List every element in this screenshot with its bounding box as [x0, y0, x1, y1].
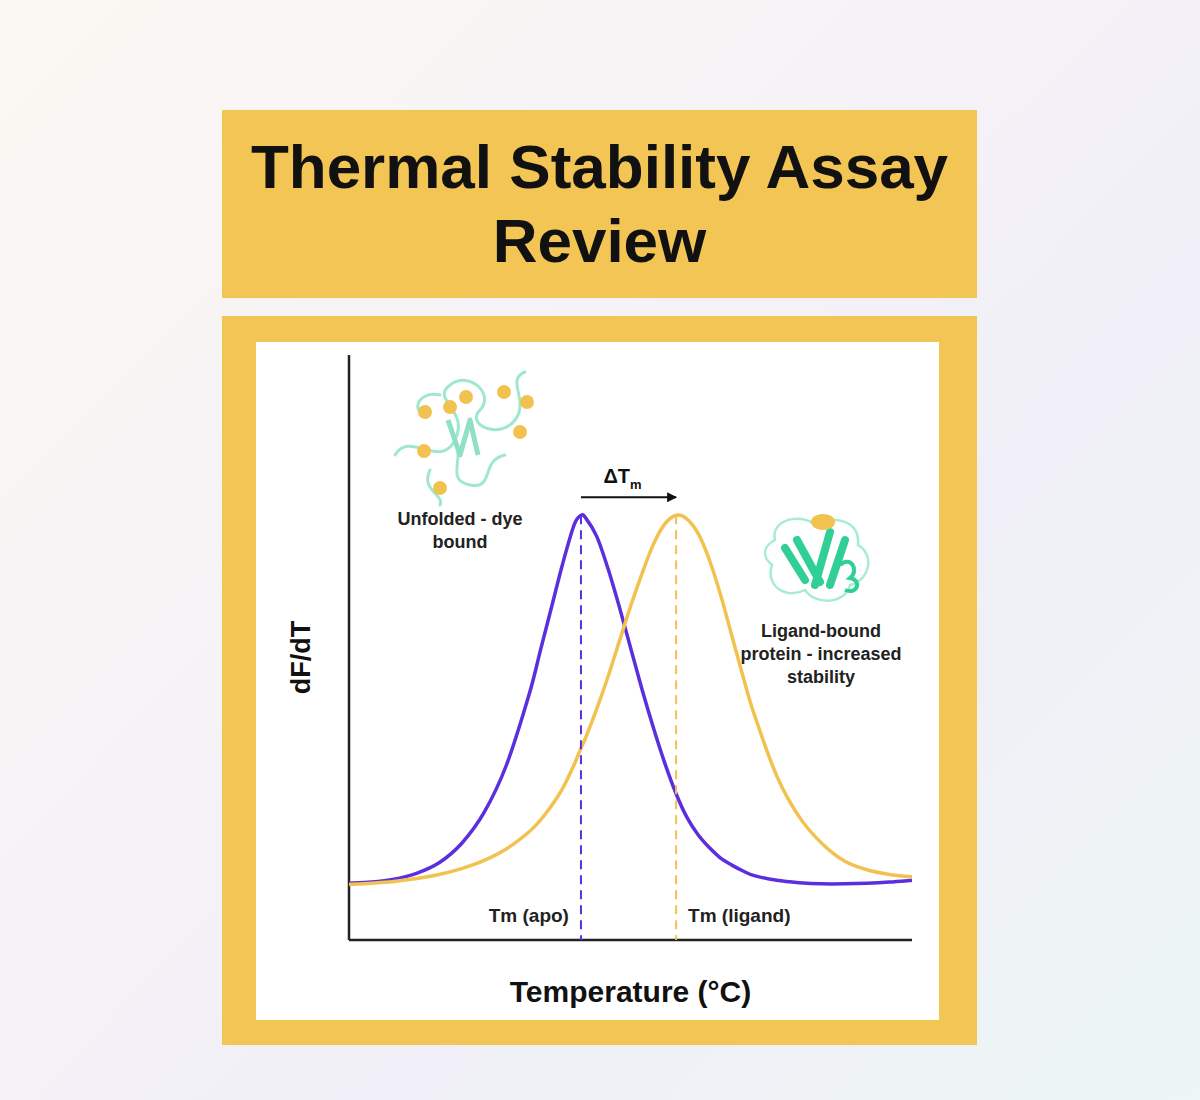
delta-arrow: [581, 496, 676, 498]
plot-area: [349, 515, 912, 885]
y-axis-title: dF/dT: [286, 620, 316, 694]
title-box: Thermal Stability Assay Review: [222, 110, 977, 298]
caption: Ligand-bound protein - increased stabili…: [740, 620, 902, 689]
folded-helix: [840, 562, 857, 591]
dye-dot: [513, 425, 527, 439]
tm-line: [675, 515, 677, 940]
dye-dot: [459, 390, 473, 404]
curve: [349, 515, 912, 884]
dye-dot: [417, 444, 431, 458]
delta-main: ΔT: [603, 465, 630, 487]
ligand: [811, 514, 835, 530]
dye-dot: [443, 400, 457, 414]
y-axis: [348, 355, 351, 940]
title: Thermal Stability Assay Review: [250, 130, 950, 278]
dye-dot: [497, 385, 511, 399]
x-axis: [349, 939, 912, 942]
delta-sub: m: [630, 477, 642, 492]
dye-dot: [520, 395, 534, 409]
folded-strands: [785, 532, 845, 585]
dye-dot: [418, 405, 432, 419]
chart: dF/dT Temperature (°C) Tm (apo) Tm (ligand)…: [0, 0, 1200, 1100]
delta-label: ΔTm: [603, 465, 641, 492]
folded-icon: [765, 514, 868, 601]
dye-dot: [433, 481, 447, 495]
caption: Unfolded - dye bound: [392, 508, 528, 554]
unfolded-chain: [395, 372, 525, 505]
folded-outline: [765, 519, 868, 601]
unfolded-icon: [395, 372, 534, 505]
tm-line: [580, 515, 582, 940]
tm-label: Tm (apo): [489, 905, 569, 926]
curve: [349, 515, 912, 884]
unfolded-strand: [448, 420, 478, 455]
x-axis-title: Temperature (°C): [510, 975, 751, 1008]
tm-label: Tm (ligand): [688, 905, 790, 926]
